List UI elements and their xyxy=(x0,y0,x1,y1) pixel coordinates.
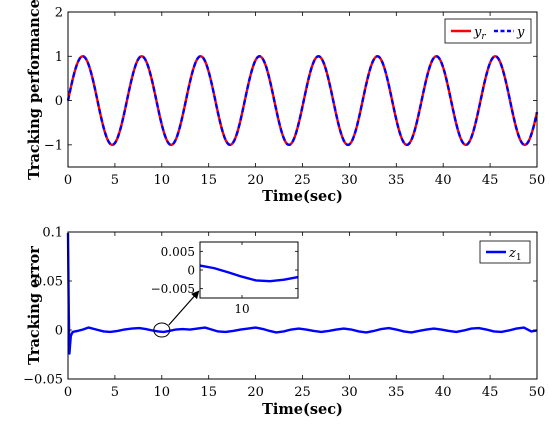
inset-axis-ticks: 10 0.005 0 −0.005 xyxy=(151,242,298,316)
top-ytick-label-2: 2 xyxy=(55,6,63,21)
top-series-group xyxy=(66,55,539,147)
inset-ytick-label-0.005: 0.005 xyxy=(161,245,195,259)
top-xtick-label-15: 15 xyxy=(200,173,217,188)
series-line-y xyxy=(66,55,539,147)
top-xtick-label-5: 5 xyxy=(111,173,119,188)
top-xtick-label-50: 50 xyxy=(529,173,546,188)
top-xtick-label-45: 45 xyxy=(482,173,499,188)
inset-ytick-label-0: 0 xyxy=(187,264,195,278)
inset-plot-area xyxy=(200,242,298,298)
bottom-ytick-label-−0.05: −0.05 xyxy=(23,373,63,388)
bottom-xtick-label-35: 35 xyxy=(388,385,405,400)
zoom-region-marker xyxy=(153,322,171,338)
legend-label-y: y xyxy=(516,25,525,40)
bottom-xtick-label-5: 5 xyxy=(111,385,119,400)
bottom-xtick-label-15: 15 xyxy=(200,385,217,400)
top-ytick-label-1: 1 xyxy=(55,50,63,65)
zoom-inset: 10 0.005 0 −0.005 xyxy=(151,241,299,316)
bottom-xtick-label-25: 25 xyxy=(294,385,311,400)
tracking-error-panel: 0 5 10 15 20 25 30 35 40 45 500.10.050−0.05 Time(s… xyxy=(23,226,545,419)
bottom-ytick-label-0.05: 0.05 xyxy=(34,275,63,290)
legend-label-yr: yr xyxy=(473,25,486,42)
top-xtick-label-40: 40 xyxy=(435,173,452,188)
top-ytick-label-0: 0 xyxy=(55,94,63,109)
top-xtick-label-35: 35 xyxy=(388,173,405,188)
bottom-xtick-label-20: 20 xyxy=(247,385,264,400)
top-xtick-label-10: 10 xyxy=(154,173,171,188)
bottom-xtick-label-40: 40 xyxy=(435,385,452,400)
bottom-x-axis-label: Time(sec) xyxy=(262,401,343,418)
bottom-xtick-label-30: 30 xyxy=(341,385,358,400)
zoom-arrow xyxy=(168,290,200,326)
top-xtick-label-30: 30 xyxy=(341,173,358,188)
bottom-axis-ticks: 0 5 10 15 20 25 30 35 40 45 500.10.050−0.05 xyxy=(23,226,545,401)
top-y-axis-label: Tracking performance xyxy=(26,0,43,180)
top-ytick-label-−1: −1 xyxy=(44,138,63,153)
inset-series-line-z1 xyxy=(199,264,299,283)
top-xtick-label-25: 25 xyxy=(294,173,311,188)
legend-label-z1: z1 xyxy=(508,246,522,263)
top-x-axis-label: Time(sec) xyxy=(262,188,343,205)
bottom-xtick-label-0: 0 xyxy=(64,385,72,400)
top-xtick-label-20: 20 xyxy=(247,173,264,188)
top-xtick-label-0: 0 xyxy=(64,173,72,188)
bottom-plot-area xyxy=(68,232,537,379)
bottom-xtick-label-45: 45 xyxy=(482,385,499,400)
bottom-ytick-label-0: 0 xyxy=(55,324,63,339)
bottom-legend: z1 xyxy=(479,240,531,264)
bottom-ytick-label-0.1: 0.1 xyxy=(42,226,63,241)
series-line-z1 xyxy=(66,232,538,355)
top-legend: yr y xyxy=(444,18,532,44)
bottom-series-group xyxy=(66,232,538,355)
bottom-xtick-label-50: 50 xyxy=(529,385,546,400)
inset-xtick-label-10: 10 xyxy=(234,302,249,316)
bottom-y-axis-label: Tracking error xyxy=(26,246,43,365)
bottom-xtick-label-10: 10 xyxy=(154,385,171,400)
inset-ytick-label-−0.005: −0.005 xyxy=(151,282,195,296)
inset-series-group xyxy=(199,264,299,283)
